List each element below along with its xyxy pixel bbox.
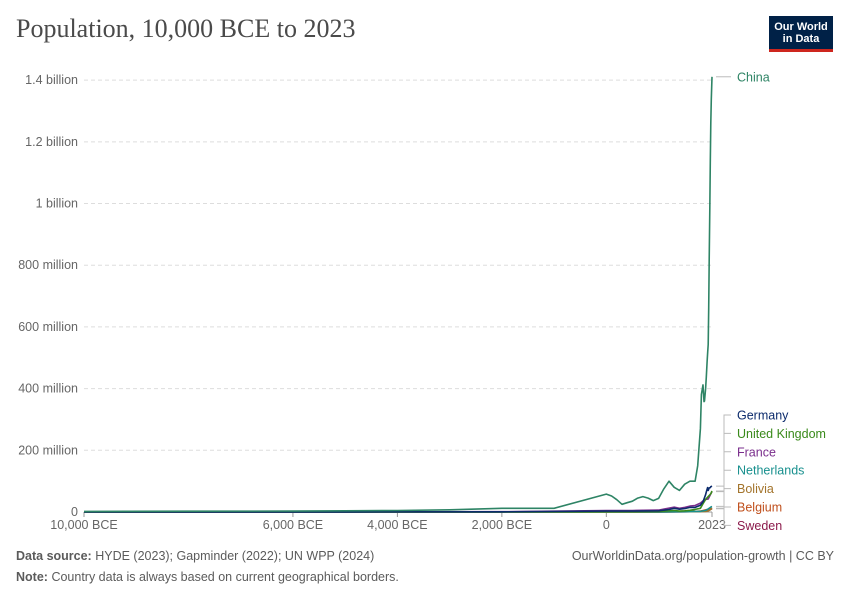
note-text: Country data is always based on current … [51, 570, 399, 584]
line-chart: 0 200 million 400 million 600 million 800 mi… [18, 70, 826, 533]
data-source: Data source: HYDE (2023); Gapminder (202… [16, 549, 374, 563]
y-tick-label: 600 million [18, 320, 78, 334]
series-line-germany [83, 485, 713, 513]
x-tick-label: 10,000 BCE [50, 518, 117, 532]
logo-line-1: Our World [774, 21, 828, 33]
legend-label-germany: Germany [737, 409, 789, 423]
series-line-france [83, 491, 713, 513]
y-tick-label: 0 [71, 505, 78, 519]
x-tick-label: 2023 [698, 518, 726, 532]
legend-label-united-kingdom: United Kingdom [737, 427, 826, 441]
y-tick-label: 1 billion [36, 197, 78, 211]
legend-label-bolivia: Bolivia [737, 482, 774, 496]
x-tick-label: 0 [603, 518, 610, 532]
x-tick-label: 2,000 BCE [472, 518, 532, 532]
y-tick-label: 1.4 billion [25, 73, 78, 87]
note-label: Note: [16, 570, 48, 584]
source-url-link[interactable]: OurWorldinData.org/population-growth | C… [571, 549, 834, 563]
note: Note: Country data is always based on cu… [16, 570, 399, 584]
legend-label-belgium: Belgium [737, 501, 782, 515]
owid-logo[interactable]: Our World in Data [769, 16, 833, 52]
x-tick-label: 6,000 BCE [263, 518, 323, 532]
legend-connector [716, 508, 731, 526]
series-line-china [83, 76, 713, 513]
y-tick-label: 200 million [18, 443, 78, 457]
legend-label-china: China [737, 70, 770, 84]
y-tick-label: 1.2 billion [25, 135, 78, 149]
chart-title: Population, 10,000 BCE to 2023 [16, 14, 356, 43]
logo-line-2: in Data [782, 33, 820, 45]
legend-label-netherlands: Netherlands [737, 464, 804, 478]
legend-label-france: France [737, 445, 776, 459]
x-tick-label: 4,000 BCE [367, 518, 427, 532]
legend-label-sweden: Sweden [737, 519, 782, 533]
y-tick-label: 800 million [18, 258, 78, 272]
data-source-text: HYDE (2023); Gapminder (2022); UN WPP (2… [95, 549, 375, 563]
data-source-label: Data source: [16, 549, 92, 563]
y-tick-label: 400 million [18, 382, 78, 396]
